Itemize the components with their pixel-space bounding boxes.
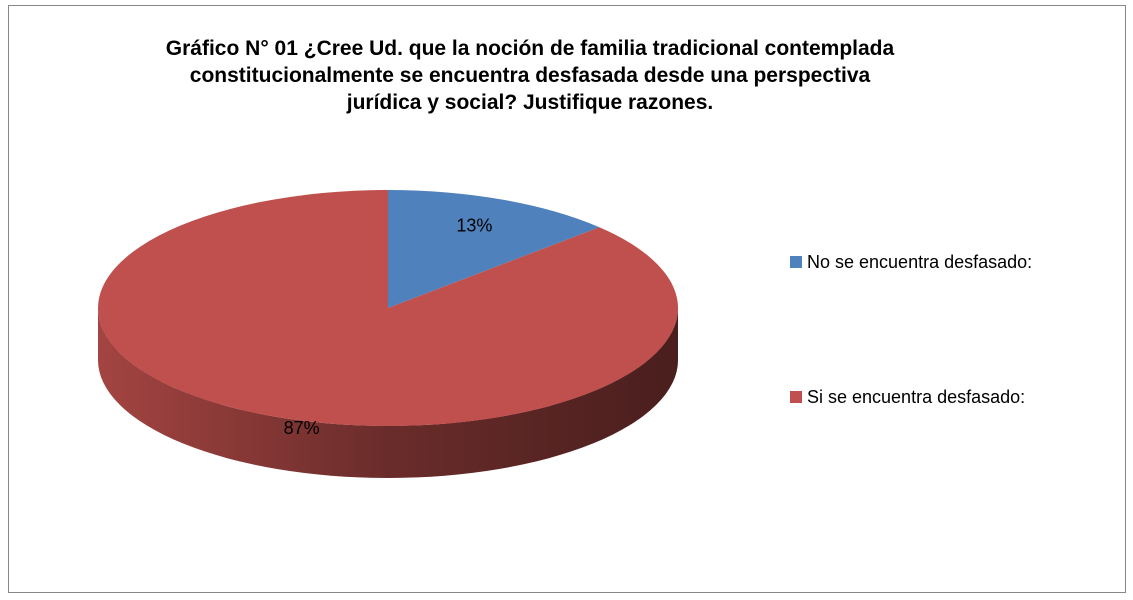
pie-side-shade: [98, 308, 678, 478]
legend-swatch: [790, 391, 802, 403]
legend-label: No se encuentra desfasado:: [807, 252, 1032, 272]
data-label: 87%: [284, 418, 320, 438]
chart-frame: [8, 5, 1126, 593]
pie-slice: [97, 190, 679, 426]
pie-slice: [388, 190, 600, 308]
data-label: 13%: [456, 216, 492, 236]
legend-swatch: [790, 256, 802, 268]
legend-label: Si se encuentra desfasado:: [807, 387, 1025, 407]
chart-title: Gráfico N° 01 ¿Cree Ud. que la noción de…: [165, 37, 895, 114]
